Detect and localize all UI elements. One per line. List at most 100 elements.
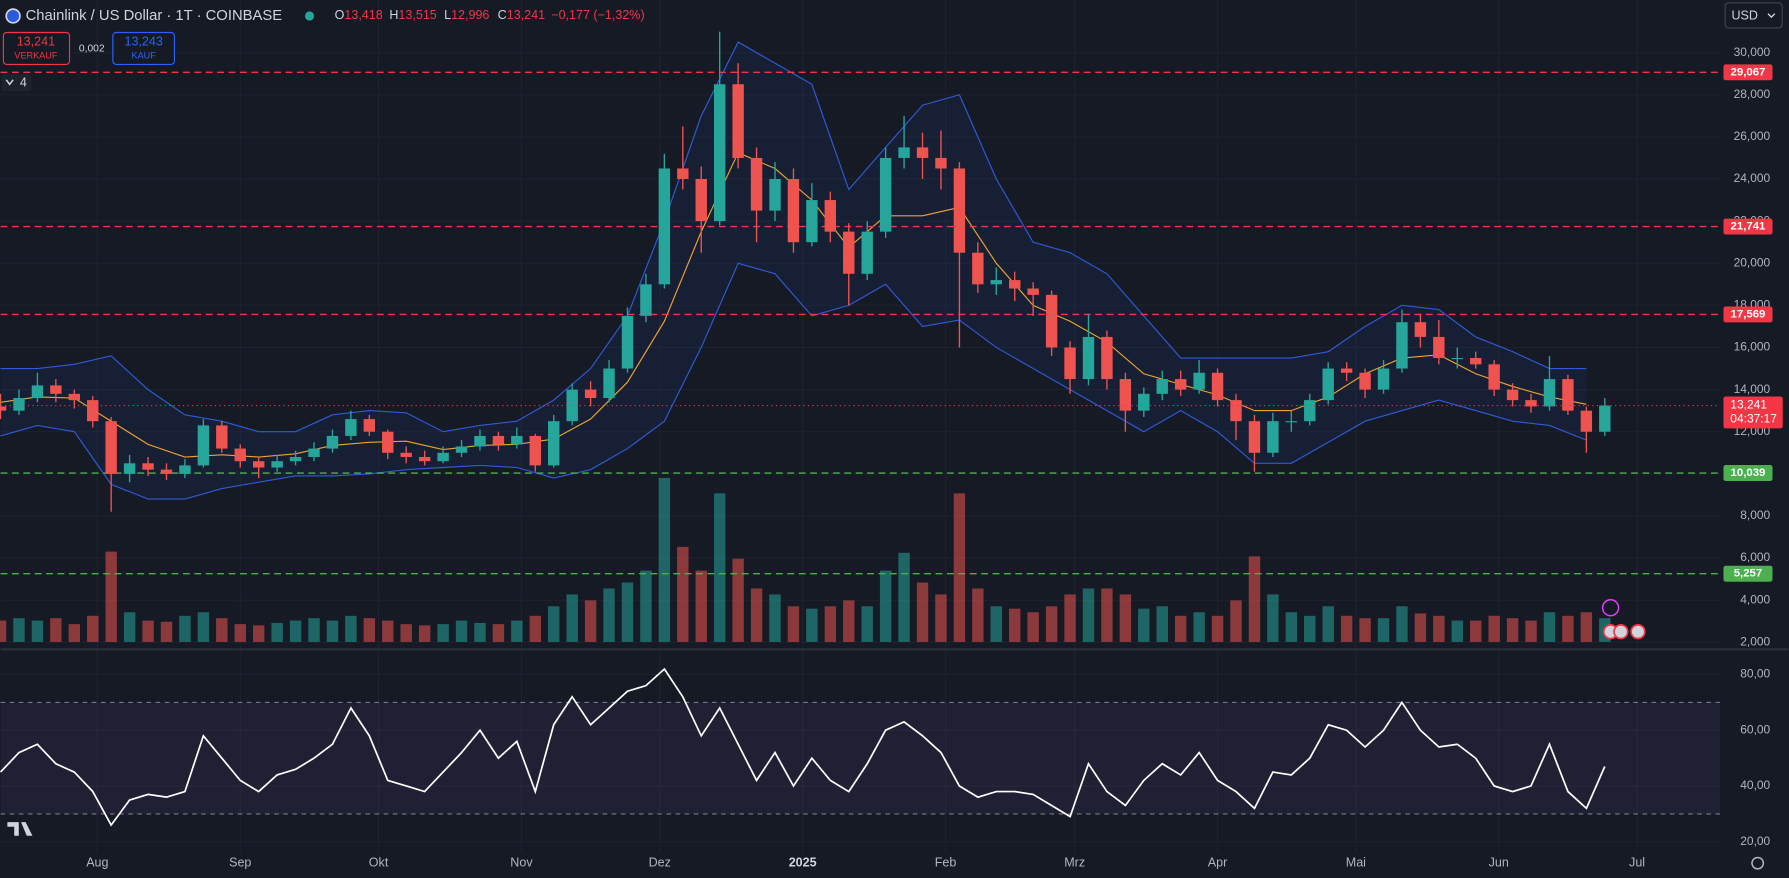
x-tick-label: Apr xyxy=(1208,855,1228,869)
chevron xyxy=(1767,13,1776,19)
y-tick-label: 80,00 xyxy=(1740,667,1770,681)
y-tick-label: 14,000 xyxy=(1734,382,1771,396)
candle-body xyxy=(1562,379,1574,411)
candle-body xyxy=(1543,379,1556,407)
x-tick-label: Mai xyxy=(1346,855,1366,869)
sell-button[interactable] xyxy=(2,31,71,65)
settings-icon[interactable] xyxy=(1751,856,1765,870)
candle-body xyxy=(252,461,265,468)
candle-body xyxy=(31,385,44,399)
rsi-line xyxy=(0,667,1606,827)
candle-body xyxy=(1414,322,1427,337)
candle-body xyxy=(13,398,25,411)
volume-bar xyxy=(1322,606,1334,642)
volume-bar xyxy=(824,606,837,642)
volume-bar xyxy=(787,606,800,642)
y-tick-label: 20,00 xyxy=(1740,834,1770,848)
level-label: 29,067 xyxy=(1731,66,1766,78)
volume-bar xyxy=(474,622,486,642)
symbol-title[interactable]: Chainlink / US Dollar · 1T · COINBASE xyxy=(26,8,283,24)
candle-body xyxy=(898,147,910,158)
spread: 0,002 xyxy=(79,44,105,55)
buy-button[interactable] xyxy=(112,31,175,65)
candle-body xyxy=(216,425,228,449)
candle-body xyxy=(1211,372,1224,401)
volume-bar xyxy=(1248,556,1261,642)
candle-body xyxy=(769,179,781,211)
candle-body xyxy=(1599,405,1611,432)
symbol-icon xyxy=(5,8,21,24)
candle-body xyxy=(1248,421,1261,453)
currency-select[interactable] xyxy=(1724,2,1783,29)
volume-bar xyxy=(1119,594,1132,642)
volume-bar xyxy=(566,594,578,642)
volume-bar xyxy=(843,600,855,642)
ohlc-key: O xyxy=(335,8,345,22)
ohlc-value: 13,241 xyxy=(507,8,545,22)
level-label: 17,569 xyxy=(1731,308,1766,320)
candle-body xyxy=(0,406,7,411)
candle-body xyxy=(308,448,320,457)
candle-body xyxy=(1377,368,1390,390)
last-price-label: 13,241 xyxy=(1730,398,1767,412)
volume-bar xyxy=(511,620,523,642)
candle-body xyxy=(289,456,302,462)
volume-bar xyxy=(713,493,726,642)
volume-bar xyxy=(31,620,44,642)
volume-bar xyxy=(806,608,818,642)
indicators-toggle[interactable] xyxy=(1,74,32,92)
volume-bar xyxy=(0,620,7,642)
volume-bar xyxy=(179,615,191,642)
volume-bar xyxy=(492,624,505,642)
candle-body xyxy=(1451,358,1463,360)
candle-body xyxy=(160,469,173,474)
volume-bar xyxy=(68,624,80,642)
candle-body xyxy=(418,456,431,462)
candle-body xyxy=(713,84,726,222)
level-label: 5,257 xyxy=(1734,568,1763,580)
candle-body xyxy=(1396,322,1408,369)
level-label-box xyxy=(1723,64,1773,81)
countdown: 04:37:17 xyxy=(1730,411,1777,425)
candle-body xyxy=(548,421,560,466)
candle-body xyxy=(123,463,136,474)
candle-body xyxy=(197,425,210,466)
event-flag[interactable] xyxy=(1630,624,1646,640)
last-price-box xyxy=(1723,396,1783,429)
y-tick-label: 16,000 xyxy=(1734,340,1771,354)
candle-body xyxy=(1506,389,1519,401)
x-tick-label: Feb xyxy=(935,855,957,869)
ohlc-key: L xyxy=(444,8,451,22)
candle-body xyxy=(787,179,800,243)
volume-bar xyxy=(1211,615,1224,642)
volume-bar xyxy=(732,558,744,642)
volume-bar xyxy=(548,606,560,642)
candle-body xyxy=(621,315,634,369)
candle-body xyxy=(1488,364,1500,390)
volume-bar xyxy=(1174,615,1187,642)
candle-body xyxy=(1322,368,1334,401)
candle-body xyxy=(1027,288,1039,295)
volume-bar xyxy=(1396,606,1408,642)
volume-bar xyxy=(1488,615,1500,642)
candle-body xyxy=(1045,294,1058,348)
candle-body xyxy=(474,435,486,447)
event-flag[interactable] xyxy=(1613,624,1629,640)
y-tick-label: 20,000 xyxy=(1734,255,1771,269)
volume-bar xyxy=(13,618,25,642)
volume-bar xyxy=(677,546,689,642)
event-icon[interactable] xyxy=(1601,599,1620,617)
x-tick-label: Mrz xyxy=(1064,855,1085,869)
band-fill xyxy=(0,42,1587,500)
chevron xyxy=(5,79,14,86)
ohlc-value: 13,418 xyxy=(344,8,382,22)
candle-body xyxy=(603,368,615,399)
volume-bar xyxy=(1193,612,1205,642)
volume-bar xyxy=(1543,612,1556,642)
volume-bar xyxy=(1285,612,1298,642)
candle-body xyxy=(400,452,412,457)
volume-bar xyxy=(953,493,966,642)
candle-body xyxy=(861,231,873,274)
